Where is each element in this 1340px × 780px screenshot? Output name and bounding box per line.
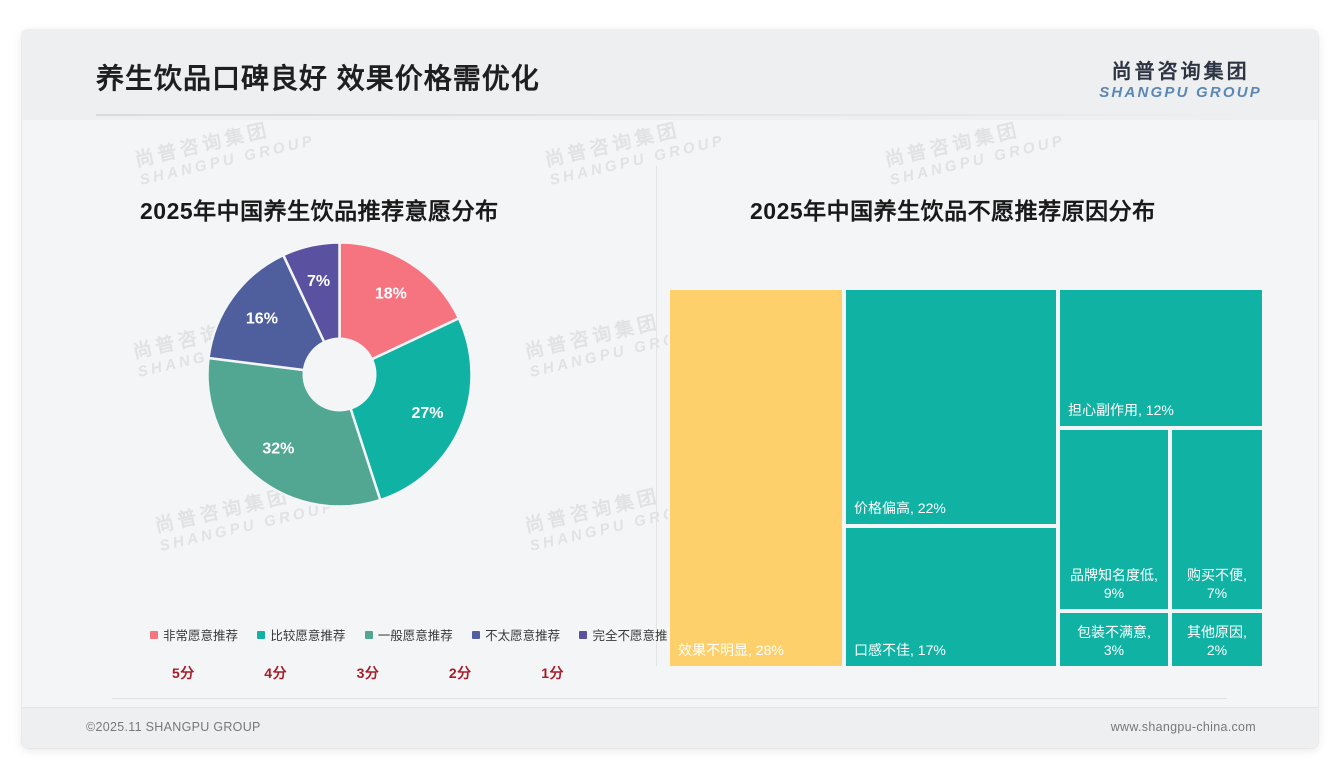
treemap-cell-label: 品牌知名度低, 9% xyxy=(1070,567,1158,602)
legend-swatch-icon xyxy=(364,630,373,639)
header-divider xyxy=(96,114,1246,116)
recommendation-donut-chart: 18% 27% 32% 16% 7% xyxy=(207,242,472,507)
brand-logo-en: SHANGPU GROUP xyxy=(1099,84,1262,101)
treemap-cell-label: 包装不满意, 3% xyxy=(1077,624,1151,659)
watermark-en: SHANGPU GROUP xyxy=(548,131,727,189)
donut-slice-label: 7% xyxy=(307,273,330,290)
copyright-text: ©2025.11 SHANGPU GROUP xyxy=(86,720,261,734)
treemap-cell-label: 口感不佳, 17% xyxy=(854,642,946,659)
score-scale-row: 5分 4分 3分 2分 1分 xyxy=(172,663,564,683)
treemap-cell[interactable]: 口感不佳, 17% xyxy=(844,526,1058,668)
legend-item[interactable]: 非常愿意推荐 xyxy=(150,625,238,644)
donut-slice-label: 16% xyxy=(246,310,278,327)
donut-slice[interactable] xyxy=(338,242,461,377)
donut-value-labels: 18% 27% 32% 16% 7% xyxy=(246,273,444,457)
treemap-cell[interactable]: 包装不满意, 3% xyxy=(1058,611,1170,668)
legend-item[interactable]: 完全不愿意推荐 xyxy=(579,625,680,644)
slide-header: 养生饮品口碑良好 效果价格需优化 尚普咨询集团 SHANGPU GROUP xyxy=(22,30,1318,120)
treemap-cell-label: 效果不明显, 28% xyxy=(678,642,784,659)
left-chart-title: 2025年中国养生饮品推荐意愿分布 xyxy=(140,198,499,224)
legend-swatch-icon xyxy=(257,630,266,639)
legend-swatch-icon xyxy=(150,630,158,639)
treemap-cell[interactable]: 其他原因, 2% xyxy=(1170,611,1264,668)
treemap-cell-label: 其他原因, 2% xyxy=(1187,624,1247,659)
legend-swatch-icon xyxy=(472,630,481,639)
donut-hole xyxy=(302,337,377,412)
treemap-cell-label: 购买不便, 7% xyxy=(1187,567,1247,602)
score-label: 1分 xyxy=(541,665,564,681)
brand-logo: 尚普咨询集团 SHANGPU GROUP xyxy=(1099,60,1262,103)
treemap-cell-label: 价格偏高, 22% xyxy=(854,500,946,517)
watermark-en: SHANGPU GROUP xyxy=(888,131,1067,189)
website-link[interactable]: www.shangpu-china.com xyxy=(1110,720,1256,734)
legend-item-label: 比较愿意推荐 xyxy=(270,629,346,643)
legend-swatch-icon xyxy=(579,630,588,639)
donut-slice-label: 27% xyxy=(411,405,443,422)
legend-item-label: 非常愿意推荐 xyxy=(163,629,239,643)
legend-item-label: 完全不愿意推荐 xyxy=(592,629,680,643)
donut-legend: 非常愿意推荐 比较愿意推荐 一般愿意推荐 不太愿意推荐 完全不愿意推荐 xyxy=(150,625,680,644)
treemap-cell[interactable]: 担心副作用, 12% xyxy=(1058,288,1264,428)
slide-footer: ©2025.11 SHANGPU GROUP www.shangpu-china… xyxy=(22,707,1318,748)
treemap-cell[interactable]: 价格偏高, 22% xyxy=(844,288,1058,526)
sample-note-divider xyxy=(112,698,1227,699)
score-label: 5分 xyxy=(172,665,195,681)
watermark-en: SHANGPU GROUP xyxy=(138,131,317,189)
legend-item[interactable]: 比较愿意推荐 xyxy=(257,625,345,644)
brand-logo-cn: 尚普咨询集团 xyxy=(1111,61,1250,83)
slide-card: 养生饮品口碑良好 效果价格需优化 尚普咨询集团 SHANGPU GROUP 尚普… xyxy=(22,30,1318,748)
legend-item[interactable]: 一般愿意推荐 xyxy=(364,625,453,644)
treemap-cell[interactable]: 效果不明显, 28% xyxy=(668,288,844,668)
treemap-cell-label: 担心副作用, 12% xyxy=(1068,402,1174,419)
slide-body: 尚普咨询集团 SHANGPU GROUP 尚普咨询集团 SHANGPU GROU… xyxy=(22,120,1318,724)
panel-divider xyxy=(656,166,657,666)
right-chart-title: 2025年中国养生饮品不愿推荐原因分布 xyxy=(750,198,1156,224)
treemap-cell[interactable]: 品牌知名度低, 9% xyxy=(1058,428,1170,611)
score-label: 3分 xyxy=(356,665,380,681)
reasons-treemap-chart: 效果不明显, 28% 价格偏高, 22% 口感不佳, 17% 担心副作用, 12% 品牌… xyxy=(668,288,1264,668)
treemap-cell[interactable]: 购买不便, 7% xyxy=(1170,428,1264,611)
legend-item[interactable]: 不太愿意推荐 xyxy=(472,625,560,644)
score-label: 4分 xyxy=(264,665,288,681)
page-title: 养生饮品口碑良好 效果价格需优化 xyxy=(96,63,540,94)
legend-item-label: 不太愿意推荐 xyxy=(485,629,561,643)
score-label: 2分 xyxy=(448,665,472,681)
donut-slice[interactable] xyxy=(207,253,342,377)
legend-item-label: 一般愿意推荐 xyxy=(377,629,453,643)
donut-slice-label: 18% xyxy=(375,286,407,303)
donut-slice-label: 32% xyxy=(262,441,294,458)
